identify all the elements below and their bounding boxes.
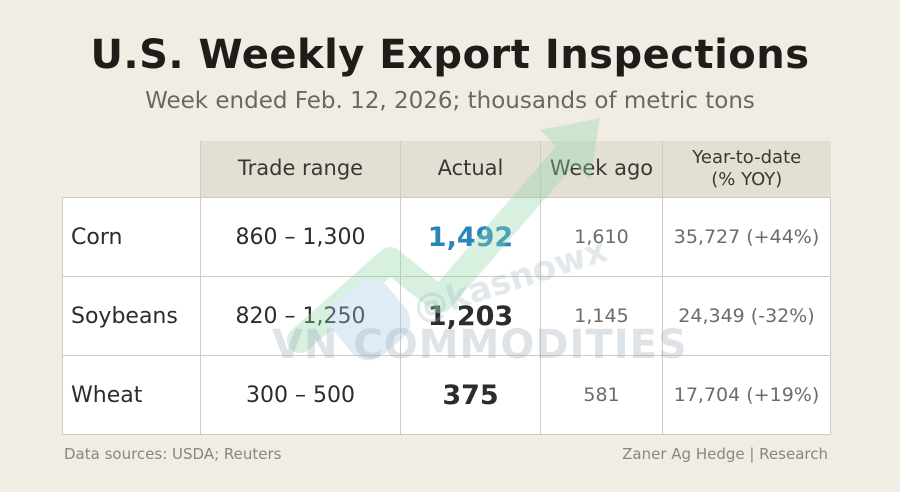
trade-range-cell: 860 – 1,300 [200,197,401,277]
week-ago-cell: 581 [540,355,663,435]
actual-cell: 1,203 [400,276,541,356]
header-trade-range: Trade range [200,141,401,198]
actual-cell: 1,492 [400,197,541,277]
week-ago-cell: 1,145 [540,276,663,356]
header-blank-cell [63,141,201,198]
table-row-corn: Corn 860 – 1,300 1,492 1,610 35,727 (+44… [62,197,831,277]
ytd-cell: 24,349 (-32%) [662,276,831,356]
header-year-to-date: Year-to-date (% YOY) [662,141,831,198]
trade-range-cell: 820 – 1,250 [200,276,401,356]
header-ytd-line1: Year-to-date [692,147,802,169]
header-actual: Actual [400,141,541,198]
row-label: Soybeans [62,276,201,356]
row-label: Wheat [62,355,201,435]
week-ago-cell: 1,610 [540,197,663,277]
credit-note: Zaner Ag Hedge | Research [622,445,828,463]
data-sources-note: Data sources: USDA; Reuters [64,445,282,463]
row-label: Corn [62,197,201,277]
ytd-cell: 17,704 (+19%) [662,355,831,435]
page-title: U.S. Weekly Export Inspections [90,32,810,78]
table-header-row: Trade range Actual Week ago Year-to-date… [63,141,831,198]
trade-range-cell: 300 – 500 [200,355,401,435]
table-row-wheat: Wheat 300 – 500 375 581 17,704 (+19%) [62,355,831,435]
header-week-ago: Week ago [540,141,663,198]
header-ytd-line2: (% YOY) [711,169,783,190]
export-inspections-table: Trade range Actual Week ago Year-to-date… [62,141,831,435]
page-subtitle: Week ended Feb. 12, 2026; thousands of m… [145,88,755,114]
ytd-cell: 35,727 (+44%) [662,197,831,277]
actual-cell: 375 [400,355,541,435]
table-row-soybeans: Soybeans 820 – 1,250 1,203 1,145 24,349 … [62,276,831,356]
